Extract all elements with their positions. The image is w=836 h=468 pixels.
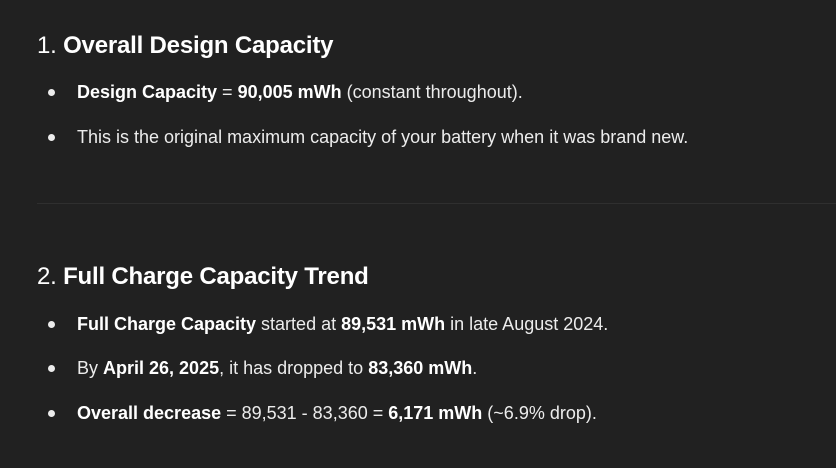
bullet-text: started at xyxy=(256,314,342,334)
bullet-dot xyxy=(48,321,55,328)
bullet-dot xyxy=(48,365,55,372)
section-design-capacity: 1. Overall Design Capacity Design Capaci… xyxy=(37,31,836,149)
heading-design-capacity: 1. Overall Design Capacity xyxy=(37,31,836,61)
heading-title: Overall Design Capacity xyxy=(63,32,334,59)
bullet-value: 6,171 mWh xyxy=(388,403,483,423)
bullet-text: By xyxy=(77,358,104,378)
bullet-text: = xyxy=(217,82,238,102)
list-item: Design Capacity = 90,005 mWh (constant t… xyxy=(37,80,836,104)
list-item: By April 26, 2025, it has dropped to 83,… xyxy=(37,356,836,380)
bullet-value: 90,005 mWh xyxy=(237,82,342,102)
bullet-text: , it has dropped to xyxy=(219,358,369,378)
bullet-dot xyxy=(48,134,55,141)
bullet-dot xyxy=(48,410,55,417)
bullet-label: Overall decrease xyxy=(77,403,222,423)
heading-number: 2. xyxy=(37,263,57,290)
heading-full-charge-trend: 2. Full Charge Capacity Trend xyxy=(37,262,836,292)
bullet-text: (~6.9% drop). xyxy=(482,403,597,423)
bullet-list: Full Charge Capacity started at 89,531 m… xyxy=(37,312,836,425)
bullet-text: in late August 2024. xyxy=(445,314,609,334)
bullet-label: Design Capacity xyxy=(77,82,218,102)
bullet-text: (constant throughout). xyxy=(341,82,523,102)
bullet-label: Full Charge Capacity xyxy=(77,314,257,334)
heading-title: Full Charge Capacity Trend xyxy=(63,263,369,290)
list-item: This is the original maximum capacity of… xyxy=(37,125,836,149)
bullet-text: . xyxy=(472,358,478,378)
bullet-date: April 26, 2025 xyxy=(103,358,220,378)
bullet-list: Design Capacity = 90,005 mWh (constant t… xyxy=(37,80,836,149)
bullet-text: = 89,531 - 83,360 = xyxy=(221,403,389,423)
bullet-text: This is the original maximum capacity of… xyxy=(77,127,689,147)
list-item: Overall decrease = 89,531 - 83,360 = 6,1… xyxy=(37,401,836,425)
list-item: Full Charge Capacity started at 89,531 m… xyxy=(37,312,836,336)
bullet-value: 83,360 mWh xyxy=(368,358,473,378)
heading-number: 1. xyxy=(37,32,57,59)
section-divider xyxy=(37,203,836,204)
bullet-dot xyxy=(48,89,55,96)
section-full-charge-trend: 2. Full Charge Capacity Trend Full Charg… xyxy=(37,262,836,425)
bullet-value: 89,531 mWh xyxy=(341,314,446,334)
